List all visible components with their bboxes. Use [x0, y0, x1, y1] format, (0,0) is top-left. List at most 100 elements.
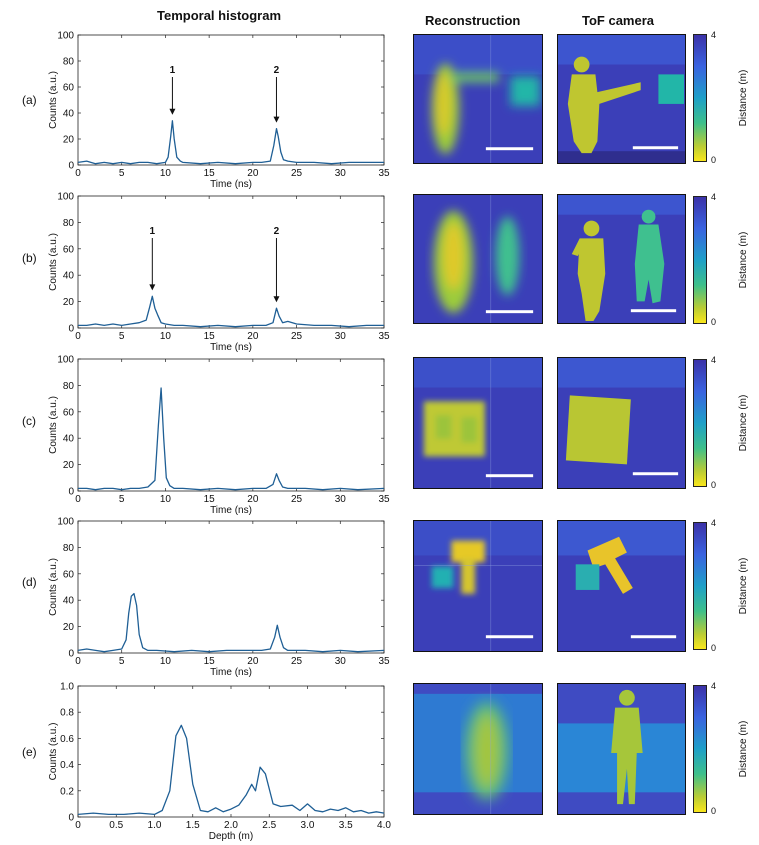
panel-e-y-tick-label: 0.2 [60, 786, 74, 797]
panel-d-y-tick-label: 60 [63, 569, 75, 580]
colorbar-gradient [693, 685, 707, 813]
panel-a-axes-frame [77, 34, 385, 166]
panel-a-series-line [77, 120, 384, 165]
colorbar-gradient [693, 359, 707, 487]
panel-c-y-tick-label: 40 [63, 434, 75, 445]
panel-c-axes-frame [77, 358, 385, 492]
panel-a-x-tick-label: 30 [335, 168, 347, 179]
panel-c-series-line [78, 387, 385, 491]
panel-b-x-tick-label: 20 [247, 331, 259, 342]
panel-d-x-tick-label: 35 [378, 656, 390, 667]
panel-c-x-tick-label: 5 [119, 494, 125, 505]
colorbar-max-label: 4 [711, 518, 717, 528]
tof-image-b [557, 194, 686, 324]
reconstruction-image-b [413, 194, 543, 324]
reconstruction-image-d [413, 520, 543, 652]
panel-c-x-tick-label: 25 [291, 494, 303, 505]
colorbar-title: Distance (m) [737, 231, 749, 289]
panel-e-x-tick-label: 1.0 [148, 820, 162, 831]
panel-a-x-tick-label: 20 [247, 168, 259, 179]
panel-b-x-tick-label: 30 [335, 331, 347, 342]
histogram-column-title: Temporal histogram [157, 8, 282, 23]
panel-b-y-tick-label: 60 [63, 244, 75, 255]
reconstruction-image-c [413, 357, 543, 489]
panel-e-y-tick-label: 0.4 [60, 760, 74, 771]
panel-e-x-tick-label: 4.0 [377, 820, 391, 831]
panel-e-x-axis-label: Depth (m) [209, 831, 253, 842]
reconstruction-image-a [413, 34, 543, 164]
panel-b-x-tick-label: 15 [204, 331, 216, 342]
panel-b-x-tick-label: 10 [160, 331, 172, 342]
panel-c-x-tick-label: 35 [378, 494, 390, 505]
tof-image-e [557, 683, 686, 815]
panel-a-y-axis-label: Counts (a.u.) [48, 71, 59, 129]
row-label-c: (c) [22, 414, 36, 428]
panel-a-y-tick-label: 40 [63, 109, 75, 120]
panel-c-y-tick-label: 0 [68, 487, 74, 498]
panel-d-x-tick-label: 10 [160, 656, 172, 667]
colorbar-title: Distance (m) [737, 69, 749, 127]
panel-c-y-tick-label: 80 [63, 381, 75, 392]
panel-d-x-tick-label: 25 [291, 656, 303, 667]
reconstruction-image-e [413, 683, 543, 815]
panel-b-axes-frame [77, 195, 385, 329]
colorbar-min-label: 0 [711, 806, 717, 816]
panel-b-x-tick-label: 25 [291, 331, 303, 342]
panel-e-series-line [77, 724, 385, 816]
panel-d-x-tick-label: 15 [204, 656, 216, 667]
panel-b-annotation-label: 2 [274, 226, 280, 237]
panel-b-y-tick-label: 40 [63, 271, 75, 282]
panel-b-y-tick-label: 20 [63, 297, 75, 308]
colorbar-gradient [693, 522, 707, 650]
colorbar-max-label: 4 [711, 355, 717, 365]
panel-e-x-tick-label: 2.0 [224, 820, 238, 831]
panel-d-x-tick-label: 30 [335, 656, 347, 667]
panel-b-y-tick-label: 100 [57, 192, 74, 203]
panel-d-y-tick-label: 40 [63, 596, 75, 607]
panel-e-y-tick-label: 0.6 [60, 734, 74, 745]
panel-d-series-line [77, 592, 385, 653]
panel-e-y-tick-label: 1.0 [60, 682, 74, 693]
panel-e-y-tick-label: 0.8 [60, 708, 74, 719]
panel-c-y-tick-label: 60 [63, 407, 75, 418]
panel-a-annotation-label: 2 [274, 65, 280, 76]
tof-column-title: ToF camera [582, 13, 655, 28]
panel-b-y-tick-label: 0 [68, 324, 74, 335]
colorbar-min-label: 0 [711, 155, 717, 165]
colorbar-title: Distance (m) [737, 557, 749, 615]
colorbar-max-label: 4 [711, 30, 717, 40]
row-label-b: (b) [22, 251, 37, 265]
panel-d-x-tick-label: 5 [119, 656, 125, 667]
panel-a-annotation-arrowhead [273, 116, 280, 123]
colorbar-title: Distance (m) [737, 720, 749, 778]
panel-b-y-tick-label: 80 [63, 218, 75, 229]
panel-e-x-tick-label: 0 [75, 820, 81, 831]
panel-c-x-tick-label: 15 [204, 494, 216, 505]
tof-image-c [557, 357, 686, 489]
panel-d-x-tick-label: 20 [247, 656, 259, 667]
colorbar-a: 4 0 Distance (m) [693, 30, 749, 165]
colorbar-max-label: 4 [711, 192, 717, 202]
panel-e-y-tick-label: 0 [68, 813, 74, 824]
panel-d-x-tick-label: 0 [75, 656, 81, 667]
panel-b-x-tick-label: 35 [378, 331, 390, 342]
panel-d-y-tick-label: 20 [63, 622, 75, 633]
panel-c-x-tick-label: 20 [247, 494, 259, 505]
panel-b-annotation-arrowhead [149, 284, 156, 291]
panel-d-x-axis-label: Time (ns) [210, 667, 252, 678]
colorbar-min-label: 0 [711, 317, 717, 327]
panel-b-annotation-arrowhead [273, 296, 280, 303]
panel-c-y-axis-label: Counts (a.u.) [48, 396, 59, 454]
panel-d-y-tick-label: 0 [68, 649, 74, 660]
panel-a-x-tick-label: 0 [75, 168, 81, 179]
panel-b-x-tick-label: 0 [75, 331, 81, 342]
tof-image-a [557, 34, 686, 164]
panel-d-y-axis-label: Counts (a.u.) [48, 558, 59, 616]
panel-a-y-tick-label: 100 [57, 31, 74, 42]
colorbar-gradient [693, 196, 707, 324]
panel-d-axes-frame [77, 520, 385, 654]
reconstruction-column-title: Reconstruction [425, 13, 521, 28]
row-label-e: (e) [22, 745, 37, 759]
colorbar-gradient [693, 34, 707, 162]
